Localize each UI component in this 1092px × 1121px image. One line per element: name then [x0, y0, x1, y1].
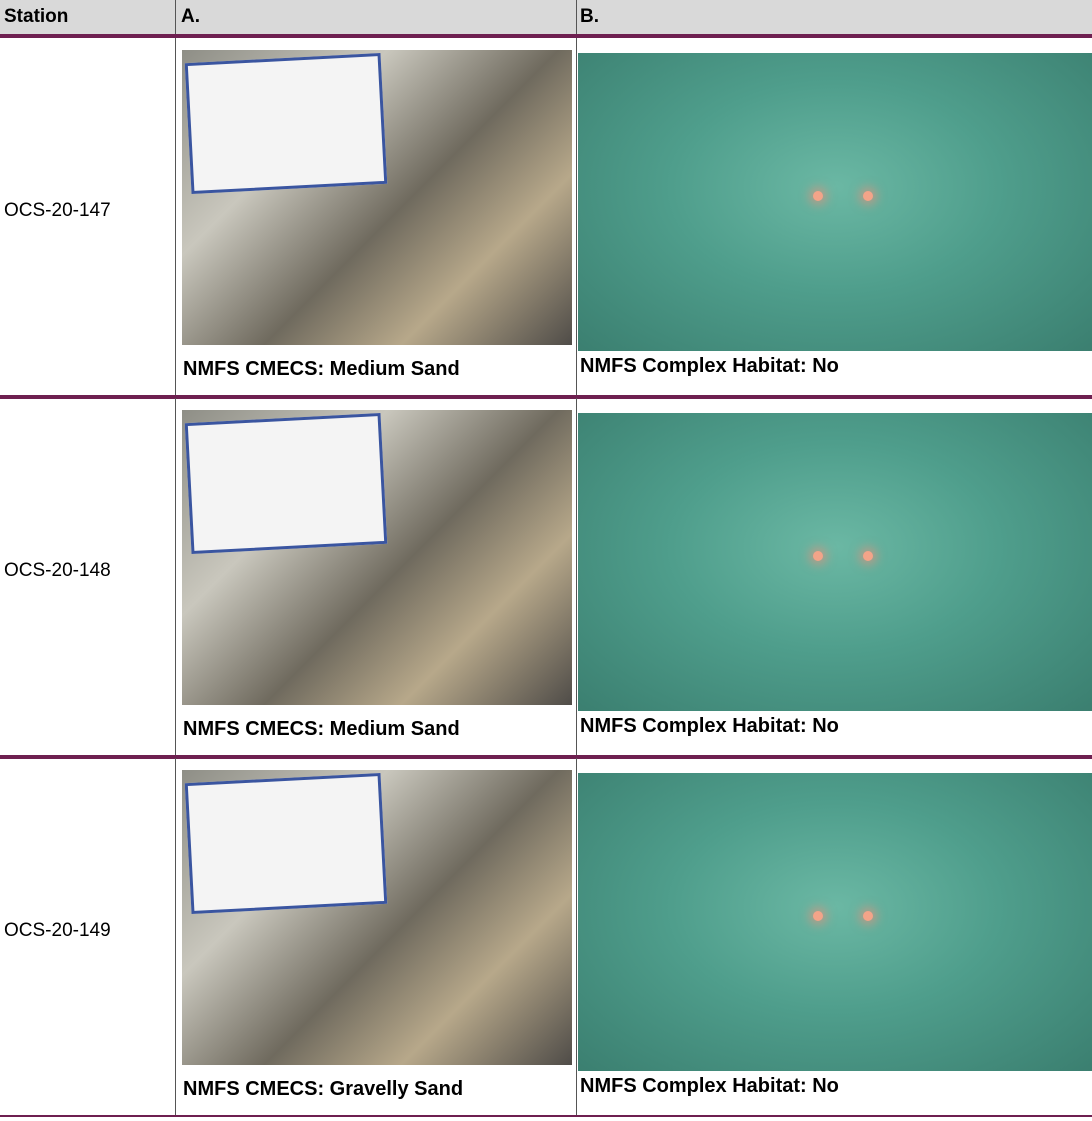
- table-row: OCS-20-147 NMFS CMECS: Medium Sand NMFS Co…: [0, 38, 1092, 395]
- header-rule: [0, 34, 1092, 38]
- habitat-caption: NMFS Complex Habitat: No: [580, 355, 839, 377]
- laser-dot: [813, 191, 823, 201]
- habitat-caption: NMFS Complex Habitat: No: [580, 1075, 839, 1097]
- column-divider: [576, 38, 577, 395]
- row-rule: [0, 395, 1092, 399]
- station-cell: OCS-20-149: [4, 920, 111, 941]
- header-cell: B.: [580, 6, 599, 27]
- station-cell: OCS-20-148: [4, 560, 111, 581]
- header-cell: A.: [181, 6, 200, 27]
- column-divider: [576, 398, 577, 755]
- row-rule: [0, 1115, 1092, 1117]
- column-divider: [576, 758, 577, 1115]
- column-divider: [576, 0, 577, 34]
- laser-dot: [863, 911, 873, 921]
- seafloor-photo: [578, 413, 1092, 711]
- cmecs-caption: NMFS CMECS: Gravelly Sand: [183, 1078, 464, 1100]
- laser-dot: [813, 911, 823, 921]
- seafloor-photo: [578, 773, 1092, 1071]
- cmecs-caption: NMFS CMECS: Medium Sand: [183, 358, 460, 380]
- habitat-caption: NMFS Complex Habitat: No: [580, 715, 839, 737]
- sample-label-card: [184, 52, 388, 195]
- station-cell: OCS-20-147: [4, 200, 111, 221]
- column-divider: [175, 0, 176, 34]
- sample-label-card: [184, 772, 388, 915]
- column-divider: [175, 398, 176, 755]
- seafloor-photo: [578, 53, 1092, 351]
- grab-sample-photo: [182, 410, 572, 705]
- header-cell: Station: [4, 6, 69, 27]
- laser-dot: [863, 191, 873, 201]
- sample-label-card: [184, 412, 388, 555]
- cmecs-caption: NMFS CMECS: Medium Sand: [183, 718, 460, 740]
- table-row: OCS-20-148 NMFS CMECS: Medium Sand NMFS Co…: [0, 398, 1092, 755]
- column-divider: [175, 38, 176, 395]
- table-header: Station A. B.: [0, 0, 1092, 34]
- row-rule: [0, 755, 1092, 759]
- grab-sample-photo: [182, 770, 572, 1065]
- column-divider: [175, 758, 176, 1115]
- laser-dot: [813, 551, 823, 561]
- table-row: OCS-20-149 NMFS CMECS: Gravelly Sand NMFS …: [0, 758, 1092, 1115]
- grab-sample-photo: [182, 50, 572, 345]
- laser-dot: [863, 551, 873, 561]
